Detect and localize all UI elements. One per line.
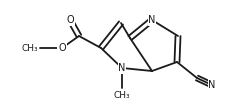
Text: N: N	[118, 63, 126, 73]
Text: N: N	[148, 15, 156, 25]
Text: CH₃: CH₃	[114, 91, 130, 100]
Text: O: O	[66, 15, 74, 25]
Text: N: N	[208, 80, 216, 90]
Text: O: O	[58, 43, 66, 53]
Text: CH₃: CH₃	[21, 44, 38, 53]
